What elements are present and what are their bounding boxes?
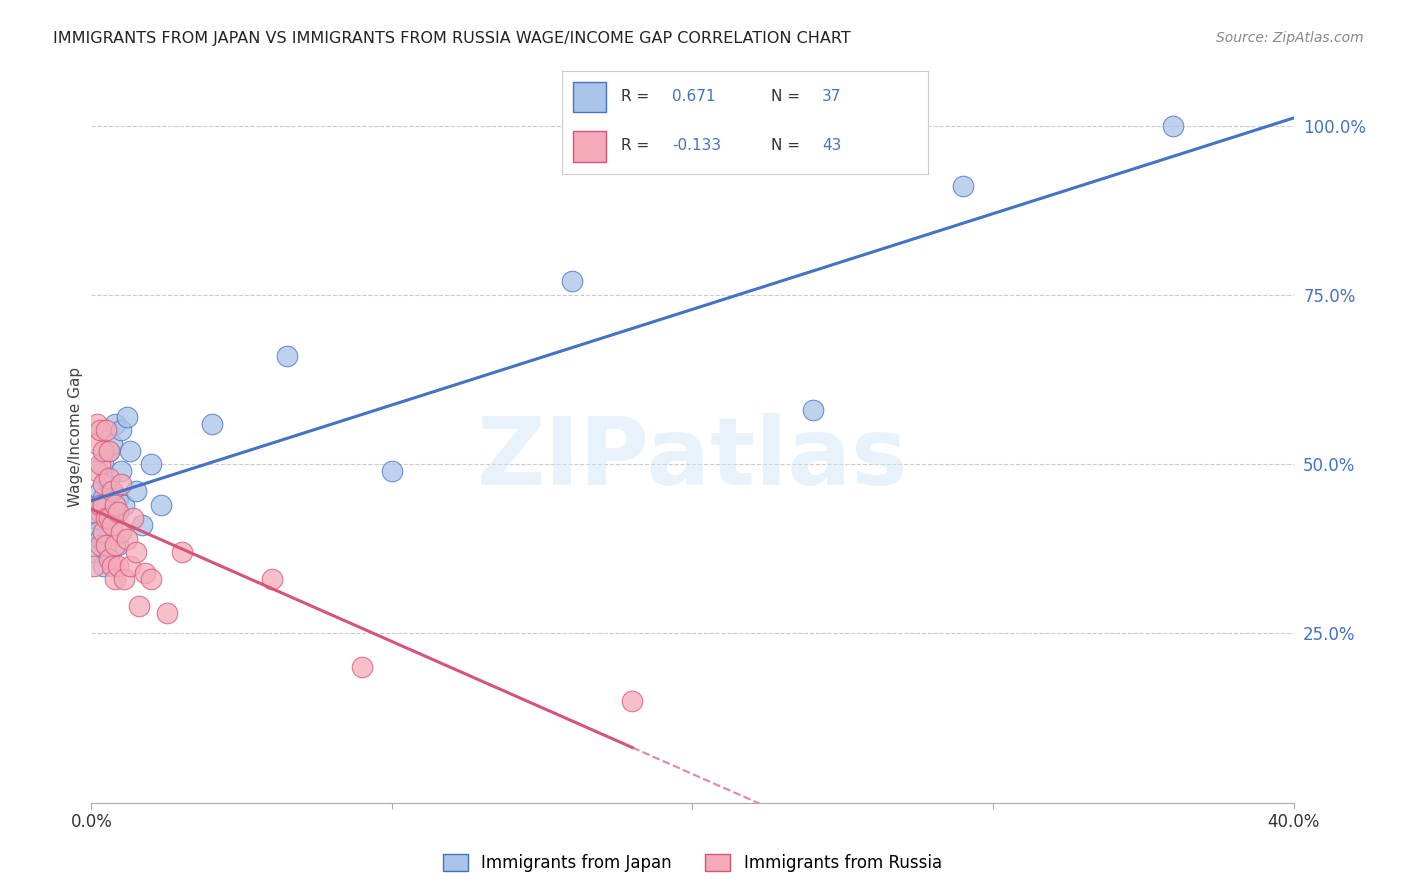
Bar bbox=[574, 131, 606, 161]
Point bbox=[83, 545, 105, 559]
Point bbox=[101, 484, 124, 499]
Point bbox=[952, 179, 974, 194]
Point bbox=[114, 572, 136, 586]
Point bbox=[86, 524, 108, 539]
Text: 37: 37 bbox=[823, 89, 841, 104]
Point bbox=[141, 457, 163, 471]
Text: R =: R = bbox=[621, 89, 654, 104]
Point bbox=[101, 558, 124, 573]
Y-axis label: Wage/Income Gap: Wage/Income Gap bbox=[67, 367, 83, 508]
Text: Source: ZipAtlas.com: Source: ZipAtlas.com bbox=[1216, 31, 1364, 45]
Point bbox=[86, 464, 108, 478]
Text: N =: N = bbox=[770, 89, 804, 104]
Point bbox=[98, 471, 121, 485]
Point bbox=[561, 274, 583, 288]
Point bbox=[96, 423, 118, 437]
Point bbox=[1161, 119, 1184, 133]
Point bbox=[107, 491, 129, 505]
Point bbox=[83, 558, 105, 573]
Point bbox=[93, 443, 115, 458]
Point bbox=[96, 498, 118, 512]
Point bbox=[276, 349, 298, 363]
Text: N =: N = bbox=[770, 138, 804, 153]
Point bbox=[89, 538, 111, 552]
Point bbox=[149, 498, 172, 512]
Point bbox=[93, 558, 115, 573]
Point bbox=[110, 477, 132, 491]
Point bbox=[110, 464, 132, 478]
Point bbox=[83, 511, 105, 525]
Bar bbox=[574, 81, 606, 112]
Point bbox=[98, 443, 121, 458]
Text: 0.671: 0.671 bbox=[672, 89, 716, 104]
Point bbox=[260, 572, 283, 586]
Point bbox=[125, 545, 148, 559]
Point bbox=[101, 518, 124, 533]
Point bbox=[89, 505, 111, 519]
Point bbox=[93, 457, 115, 471]
Point bbox=[107, 538, 129, 552]
Point bbox=[96, 538, 118, 552]
Point bbox=[350, 660, 373, 674]
Point bbox=[801, 403, 824, 417]
Point bbox=[381, 464, 404, 478]
Point bbox=[120, 558, 142, 573]
Point bbox=[86, 498, 108, 512]
Point bbox=[104, 572, 127, 586]
Text: -0.133: -0.133 bbox=[672, 138, 721, 153]
Text: R =: R = bbox=[621, 138, 654, 153]
Text: ZIPatlas: ZIPatlas bbox=[477, 413, 908, 505]
Point bbox=[83, 505, 105, 519]
Point bbox=[89, 484, 111, 499]
Point bbox=[114, 498, 136, 512]
Point bbox=[89, 457, 111, 471]
Point bbox=[98, 552, 121, 566]
Point bbox=[93, 524, 115, 539]
Point bbox=[104, 505, 127, 519]
Point bbox=[98, 511, 121, 525]
Point bbox=[107, 505, 129, 519]
Point bbox=[128, 599, 150, 614]
Point bbox=[107, 558, 129, 573]
Point bbox=[89, 498, 111, 512]
Point bbox=[110, 524, 132, 539]
Text: IMMIGRANTS FROM JAPAN VS IMMIGRANTS FROM RUSSIA WAGE/INCOME GAP CORRELATION CHAR: IMMIGRANTS FROM JAPAN VS IMMIGRANTS FROM… bbox=[53, 31, 851, 46]
Point bbox=[101, 437, 124, 451]
Point bbox=[155, 606, 177, 620]
Point bbox=[101, 484, 124, 499]
Point bbox=[120, 443, 142, 458]
Text: 43: 43 bbox=[823, 138, 841, 153]
Legend: Immigrants from Japan, Immigrants from Russia: Immigrants from Japan, Immigrants from R… bbox=[436, 847, 949, 879]
Point bbox=[122, 511, 145, 525]
Point bbox=[110, 423, 132, 437]
Point bbox=[96, 538, 118, 552]
Point bbox=[93, 498, 115, 512]
Point bbox=[125, 484, 148, 499]
Point bbox=[98, 443, 121, 458]
Point bbox=[93, 477, 115, 491]
Point bbox=[117, 409, 139, 424]
Point bbox=[134, 566, 156, 580]
Point bbox=[170, 545, 193, 559]
Point bbox=[131, 518, 153, 533]
Point bbox=[89, 423, 111, 437]
Point bbox=[117, 532, 139, 546]
Point bbox=[98, 511, 121, 525]
Point bbox=[201, 417, 224, 431]
Point bbox=[104, 538, 127, 552]
Point bbox=[86, 437, 108, 451]
Point bbox=[104, 417, 127, 431]
Point bbox=[621, 694, 644, 708]
Point bbox=[96, 471, 118, 485]
Point bbox=[96, 511, 118, 525]
Point bbox=[93, 491, 115, 505]
Point bbox=[89, 532, 111, 546]
Point bbox=[104, 498, 127, 512]
Point bbox=[141, 572, 163, 586]
Point bbox=[86, 417, 108, 431]
